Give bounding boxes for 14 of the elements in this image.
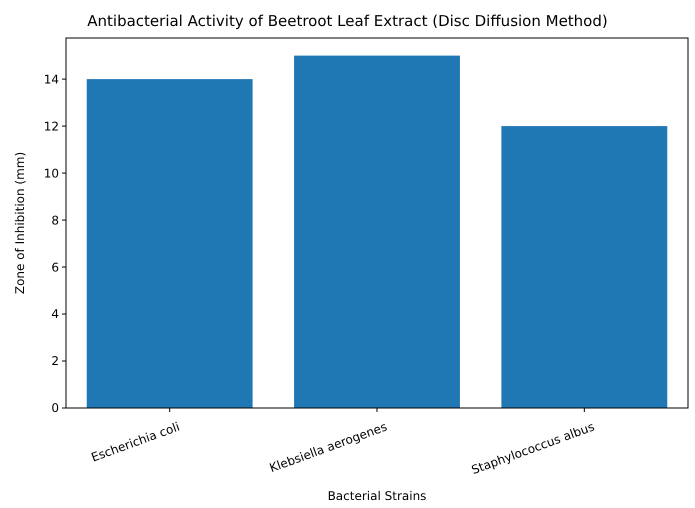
x-axis-title: Bacterial Strains bbox=[328, 489, 426, 503]
y-tick-label: 14 bbox=[44, 72, 59, 86]
y-tick-label: 8 bbox=[51, 213, 59, 228]
y-tick-label: 6 bbox=[51, 260, 59, 274]
bar bbox=[294, 56, 460, 408]
bar bbox=[501, 126, 668, 408]
y-tick-label: 12 bbox=[44, 119, 59, 134]
bar bbox=[86, 79, 253, 408]
y-tick-label: 2 bbox=[51, 354, 59, 368]
y-axis-title: Zone of Inhibition (mm) bbox=[13, 152, 27, 294]
y-tick-label: 0 bbox=[51, 401, 59, 416]
y-tick-label: 4 bbox=[51, 307, 59, 322]
chart-title: Antibacterial Activity of Beetroot Leaf Extract (Disc Diffusion Method) bbox=[87, 12, 608, 30]
y-tick-label: 10 bbox=[44, 166, 59, 180]
